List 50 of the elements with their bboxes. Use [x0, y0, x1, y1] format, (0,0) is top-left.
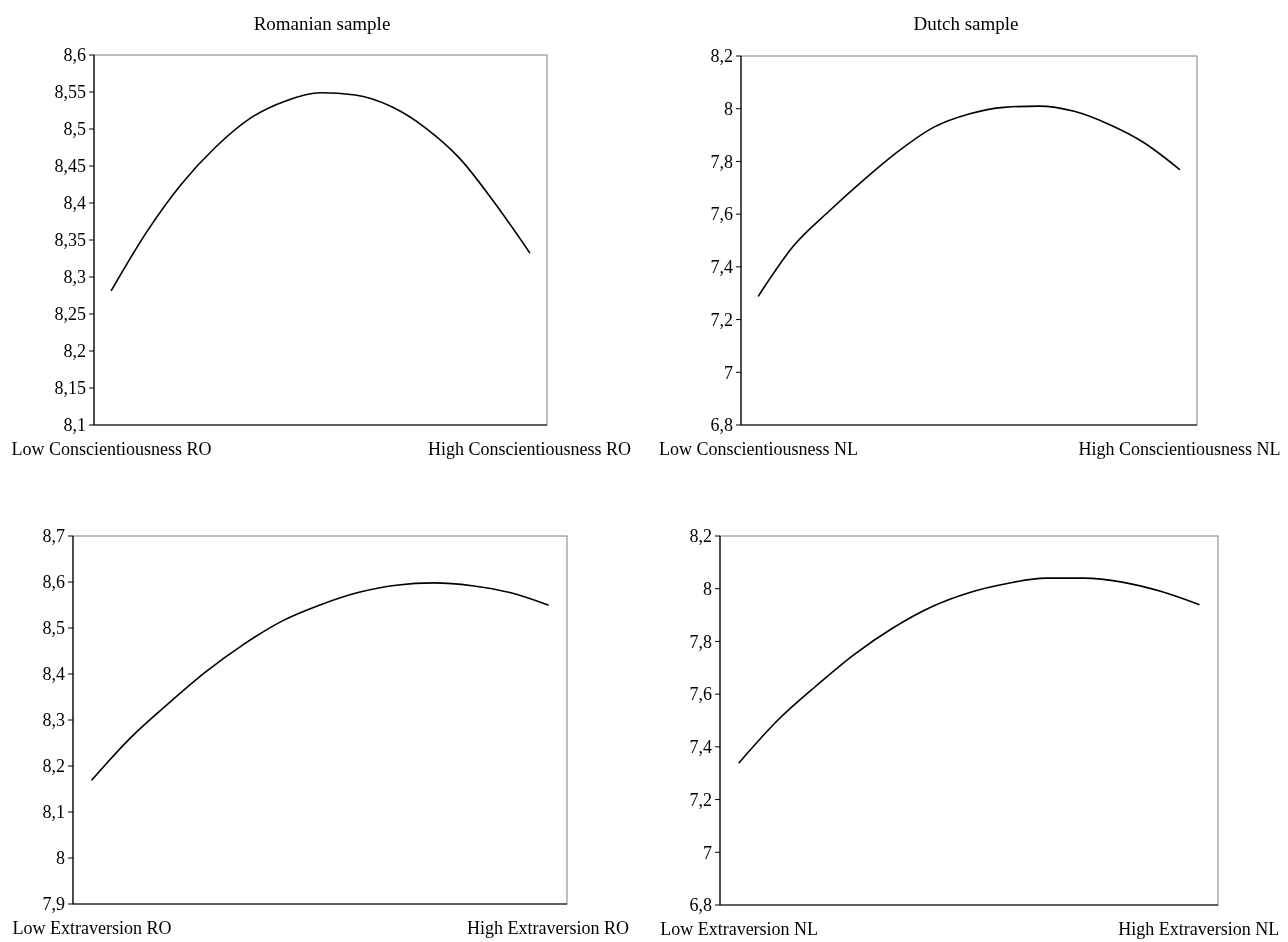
x-tick-label: High Extraversion NL — [1118, 919, 1280, 939]
line-series — [738, 577, 1200, 764]
y-tick-label: 6,8 — [689, 895, 712, 916]
y-tick-label: 8,3 — [63, 267, 86, 288]
line-series — [757, 105, 1181, 297]
y-tick-label: 8,2 — [710, 46, 733, 67]
y-tick-label: 7,9 — [42, 894, 65, 915]
y-tick-label: 8,6 — [42, 572, 65, 593]
y-tick-label: 8 — [703, 579, 712, 600]
line-series — [91, 582, 549, 781]
y-tick-label: 8 — [724, 99, 733, 120]
y-tick-label: 7 — [724, 362, 733, 383]
y-tick-label: 8,2 — [42, 756, 65, 777]
y-tick-label: 7 — [703, 842, 712, 863]
y-tick-label: 8,5 — [63, 119, 86, 140]
y-tick-label: 8,6 — [63, 45, 86, 66]
y-tick-label: 8,1 — [42, 802, 65, 823]
x-tick-label: High Extraversion RO — [467, 918, 629, 938]
x-tick-label: Low Conscientiousness NL — [659, 439, 859, 459]
y-tick-label: 8,45 — [54, 156, 86, 177]
y-tick-label: 8,5 — [42, 618, 65, 639]
y-tick-label: 8,3 — [42, 710, 65, 731]
y-tick-label: 7,2 — [710, 309, 733, 330]
y-tick-label: 7,4 — [689, 737, 712, 758]
y-tick-label: 8,55 — [54, 82, 86, 103]
y-tick-label: 8,4 — [63, 193, 86, 214]
x-tick-label: High Conscientiousness NL — [1078, 439, 1281, 459]
y-tick-label: 8,1 — [63, 415, 86, 436]
x-tick-label: High Conscientiousness RO — [428, 439, 632, 459]
y-tick-label: 8,2 — [689, 526, 712, 547]
x-tick-label: Low Extraversion RO — [12, 918, 172, 938]
chart-title: Dutch sample — [913, 13, 1019, 34]
y-tick-label: 7,2 — [689, 789, 712, 810]
y-tick-label: 8,4 — [42, 664, 65, 685]
x-tick-label: Low Extraversion NL — [660, 919, 819, 939]
x-tick-label: Low Conscientiousness RO — [11, 439, 212, 459]
line-series — [110, 91, 531, 292]
chart-title: Romanian sample — [253, 13, 391, 34]
y-tick-label: 6,8 — [710, 415, 733, 436]
y-tick-label: 7,6 — [689, 684, 712, 705]
y-tick-label: 8,15 — [54, 378, 86, 399]
y-tick-label: 7,6 — [710, 204, 733, 225]
y-tick-label: 8,25 — [54, 304, 86, 325]
y-tick-label: 8 — [56, 848, 65, 869]
y-tick-label: 7,8 — [710, 151, 733, 172]
y-tick-label: 7,8 — [689, 631, 712, 652]
y-tick-label: 7,4 — [710, 257, 733, 278]
y-tick-label: 8,2 — [63, 341, 86, 362]
y-tick-label: 8,7 — [42, 526, 65, 547]
y-tick-label: 8,35 — [54, 230, 86, 251]
